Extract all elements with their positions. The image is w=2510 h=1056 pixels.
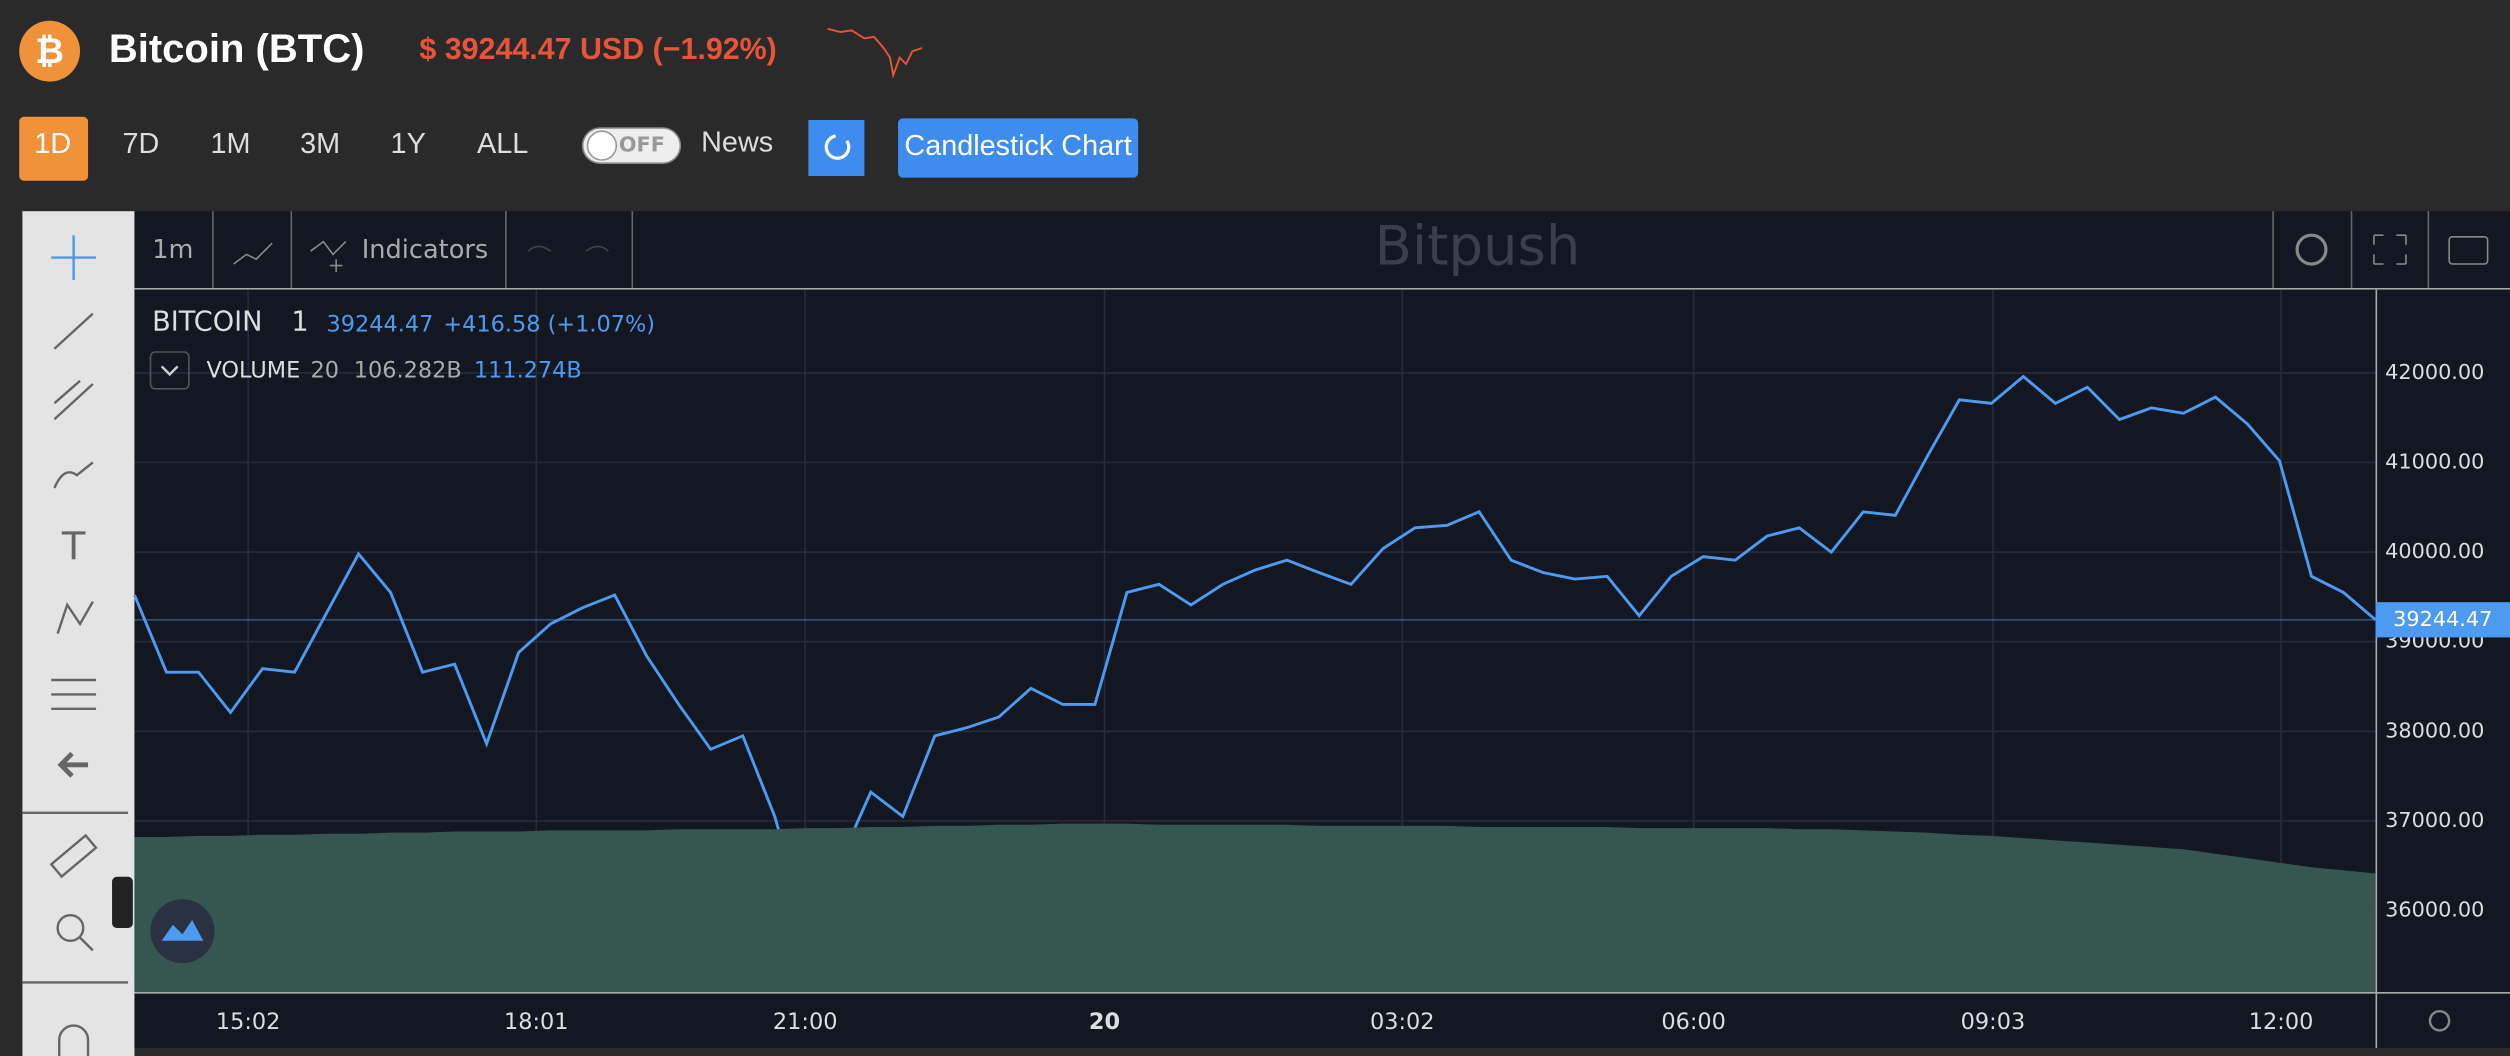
range-button[interactable]: 1M bbox=[210, 128, 250, 160]
toolbar-separators bbox=[212, 211, 2430, 288]
candlestick-label: Candlestick Chart bbox=[904, 130, 1131, 162]
refresh-button[interactable] bbox=[808, 120, 865, 176]
sparkline bbox=[827, 27, 923, 79]
y-tick-label: 40000.00 bbox=[2385, 539, 2484, 563]
price-line bbox=[133, 374, 2377, 933]
legend-volume: VOLUME bbox=[206, 358, 300, 384]
indicators-icon bbox=[310, 240, 347, 272]
undo-redo bbox=[527, 245, 609, 252]
y-tick-label: 38000.00 bbox=[2385, 718, 2484, 742]
axis-settings[interactable] bbox=[2428, 1010, 2451, 1032]
btc-logo bbox=[19, 20, 81, 82]
y-tick-label: 41000.00 bbox=[2385, 450, 2484, 474]
camera-icon[interactable] bbox=[2448, 236, 2489, 265]
x-tick-label: 03:02 bbox=[1370, 1009, 1435, 1035]
last-price-label: 39244.47 bbox=[2393, 607, 2492, 631]
y-tick-label: 42000.00 bbox=[2385, 360, 2484, 384]
watermark: Bitpush bbox=[1375, 214, 1581, 278]
legend-volume-value: 106.282B bbox=[354, 358, 462, 384]
chart-toolbar bbox=[134, 211, 2510, 288]
range-button[interactable]: 1Y bbox=[391, 128, 426, 160]
x-tick-label: 21:00 bbox=[773, 1009, 838, 1035]
fullscreen-icon[interactable] bbox=[2373, 234, 2407, 265]
btc-logo-glyph: ₿ bbox=[35, 31, 64, 72]
x-tick-label: 20 bbox=[1089, 1009, 1120, 1035]
refresh-icon bbox=[824, 134, 851, 160]
plot bbox=[133, 289, 2377, 992]
news-label[interactable]: News bbox=[701, 127, 773, 159]
range-button[interactable]: 7D bbox=[122, 128, 159, 160]
crosshair-tool[interactable] bbox=[51, 235, 97, 280]
last-price-box bbox=[2375, 602, 2510, 638]
range-button[interactable]: ALL bbox=[477, 128, 528, 160]
legend-collapse[interactable] bbox=[149, 351, 190, 390]
candlestick-button[interactable] bbox=[898, 118, 1139, 178]
x-tick-label: 18:01 bbox=[504, 1009, 569, 1035]
svg-text:T: T bbox=[61, 524, 86, 569]
x-tick-label: 09:03 bbox=[1961, 1009, 2026, 1035]
interval-button[interactable]: 1m bbox=[152, 235, 193, 265]
x-tick-label: 15:02 bbox=[216, 1009, 281, 1035]
range-buttons: 1D 7D 1M 3M 1Y ALL bbox=[34, 128, 528, 160]
volume-area bbox=[134, 823, 2376, 992]
tool-icons: T bbox=[22, 312, 129, 1056]
title: Bitcoin (BTC) bbox=[109, 27, 365, 71]
x-tick-label: 12:00 bbox=[2249, 1009, 2314, 1035]
header-price: $ 39244.47 USD (−1.92%) bbox=[419, 32, 776, 66]
time-axis bbox=[134, 992, 2510, 1048]
legend-interval: 1 bbox=[291, 307, 308, 338]
price-axis bbox=[2375, 289, 2510, 993]
legend-change: +416.58 (+1.07%) bbox=[443, 311, 655, 337]
legend-symbol: BITCOIN bbox=[152, 307, 262, 338]
range-button[interactable]: 1D bbox=[34, 128, 71, 160]
collapse-handle[interactable] bbox=[112, 876, 133, 928]
indicators-button[interactable]: Indicators bbox=[362, 235, 488, 265]
legend-volume-ma: 111.274B bbox=[474, 358, 582, 384]
toggle-label: OFF bbox=[619, 133, 665, 157]
toggle-knob bbox=[586, 130, 618, 161]
y-tick-label: 37000.00 bbox=[2385, 808, 2484, 832]
legend-price: 39244.47 bbox=[327, 311, 434, 337]
logo-badge[interactable] bbox=[150, 899, 215, 964]
chevron bbox=[160, 365, 179, 377]
range-active-bg bbox=[19, 116, 89, 181]
legend-volume-length: 20 bbox=[311, 358, 340, 384]
x-tick-label: 06:00 bbox=[1661, 1009, 1726, 1035]
settings-icon[interactable] bbox=[2295, 233, 2328, 266]
y-tick-label: 36000.00 bbox=[2385, 897, 2484, 921]
range-button[interactable]: 3M bbox=[300, 128, 340, 160]
chart-style-icon[interactable] bbox=[233, 242, 273, 265]
drawing-toolbar bbox=[22, 211, 135, 1056]
logo-glyph bbox=[161, 920, 204, 941]
